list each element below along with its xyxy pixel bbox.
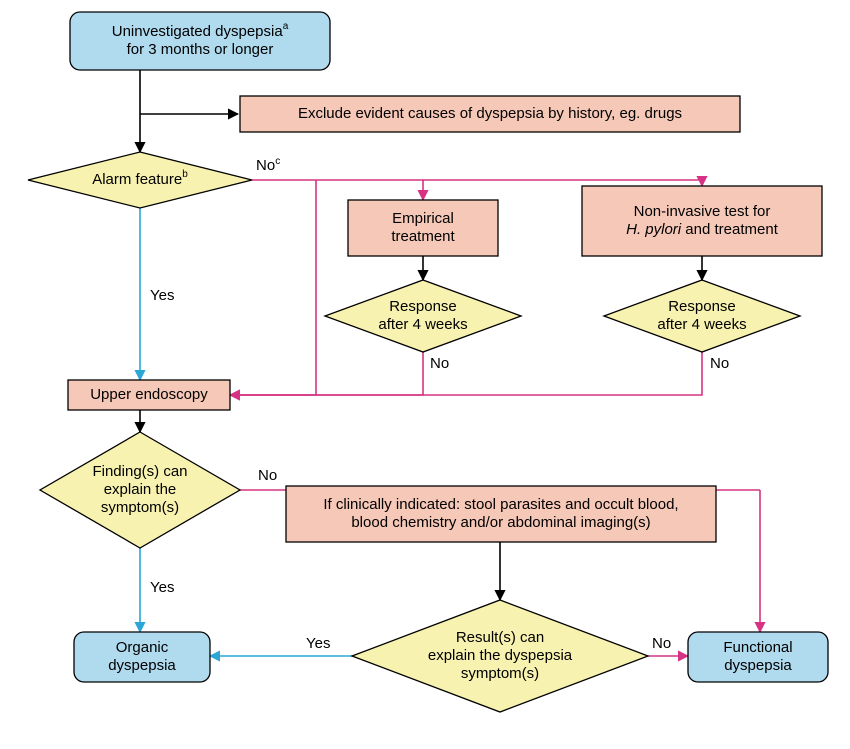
node-resp1: Responseafter 4 weeks — [325, 280, 521, 352]
node-text-clinical: If clinically indicated: stool parasites… — [323, 496, 678, 531]
node-clinical: If clinically indicated: stool parasites… — [286, 486, 716, 542]
edge-e11 — [230, 352, 702, 395]
node-start: Uninvestigated dyspepsiaafor 3 months or… — [70, 12, 330, 70]
node-text-endoscopy: Upper endoscopy — [90, 386, 208, 403]
node-text-noninvasive: Non-invasive test forH. pylori and treat… — [626, 203, 779, 238]
nodes-layer: Uninvestigated dyspepsiaafor 3 months or… — [28, 12, 828, 712]
node-text-exclude: Exclude evident causes of dyspepsia by h… — [298, 105, 682, 122]
edge-label-e19: No — [652, 635, 671, 652]
edge-label-e14: No — [258, 467, 277, 484]
edge-e6 — [316, 180, 423, 200]
node-text-functional: Functionaldyspepsia — [723, 639, 792, 674]
node-text-empirical: Empiricaltreatment — [391, 210, 455, 245]
flowchart-canvas: Noc No No Yes No Yes Yes No Uninvestigated dyspe… — [0, 0, 850, 749]
node-noninvasive: Non-invasive test forH. pylori and treat… — [582, 186, 822, 256]
node-text-resp2: Responseafter 4 weeks — [657, 298, 746, 333]
node-text-start: Uninvestigated dyspepsiaafor 3 months or… — [112, 21, 289, 58]
node-empirical: Empiricaltreatment — [348, 200, 498, 256]
edge-e5 — [230, 180, 316, 395]
node-endoscopy: Upper endoscopy — [68, 380, 230, 410]
edge-label-e12: Yes — [150, 287, 174, 304]
node-text-organic: Organicdyspepsia — [108, 639, 176, 674]
edge-e10 — [230, 352, 423, 395]
edge-label-e4: Noc — [256, 156, 280, 174]
edges-layer: Noc No No Yes No Yes Yes No — [140, 70, 760, 656]
node-functional: Functionaldyspepsia — [688, 632, 828, 682]
node-text-alarm: Alarm featureb — [92, 169, 188, 188]
node-organic: Organicdyspepsia — [74, 632, 210, 682]
edge-label-e11: No — [710, 355, 729, 372]
edge-label-e10: No — [430, 355, 449, 372]
node-text-resp1: Responseafter 4 weeks — [378, 298, 467, 333]
node-alarm: Alarm featureb — [28, 152, 252, 208]
node-resp2: Responseafter 4 weeks — [604, 280, 800, 352]
edge-label-e16: Yes — [150, 579, 174, 596]
node-results: Result(s) canexplain the dyspepsiasympto… — [352, 600, 648, 712]
node-findings: Finding(s) canexplain thesymptom(s) — [40, 432, 240, 548]
node-text-findings: Finding(s) canexplain thesymptom(s) — [92, 463, 187, 516]
node-exclude: Exclude evident causes of dyspepsia by h… — [240, 96, 740, 132]
edge-e7 — [423, 180, 702, 186]
edge-label-e18: Yes — [306, 635, 330, 652]
